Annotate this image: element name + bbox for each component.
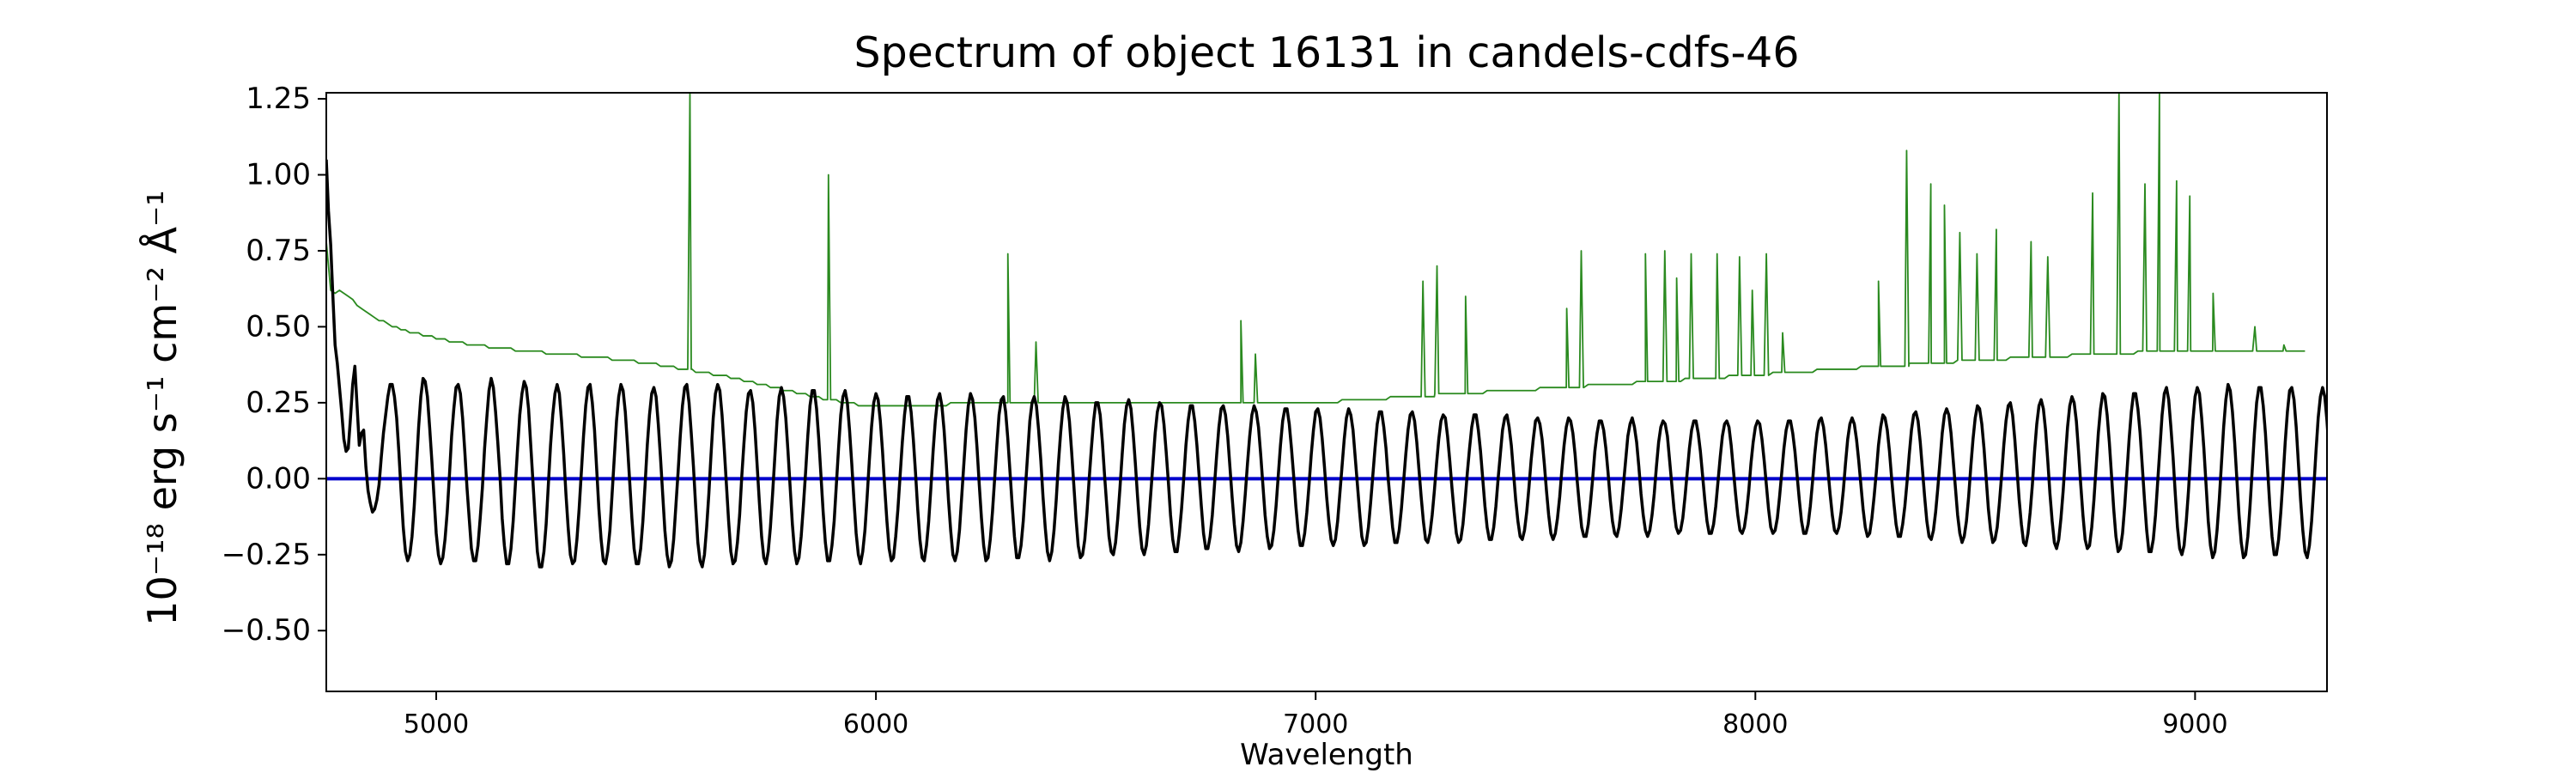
x-axis-label: Wavelength: [1240, 738, 1413, 772]
y-axis-label: 10⁻¹⁸ erg s⁻¹ cm⁻² Å⁻¹: [139, 190, 185, 625]
y-tick-label-6: 1.00: [246, 158, 311, 192]
chart-title: Spectrum of object 16131 in candels-cdfs…: [854, 28, 1799, 77]
x-tick-label-9000: 9000: [2162, 709, 2227, 740]
y-tick-label-7: 1.25: [246, 82, 311, 116]
series-group: [326, 93, 2327, 569]
axes-frame: [325, 92, 2328, 692]
x-tick-label-6000: 6000: [843, 709, 908, 740]
y-tick-label-2: 0.00: [246, 461, 311, 496]
y-tick-label-4: 0.50: [246, 309, 311, 344]
x-tick-label-7000: 7000: [1283, 709, 1348, 740]
y-tick-label-3: 0.25: [246, 386, 311, 420]
plot-area: 5000 6000 7000 8000 9000 −0.50 −0.25 0.00 0.25 0.…: [222, 82, 2328, 740]
model-spectrum-line: [326, 93, 2306, 407]
observed-spectrum-line: [326, 159, 2327, 569]
y-tick-label-1: −0.25: [222, 538, 311, 572]
y-tick-label-0: −0.50: [222, 613, 311, 648]
x-tick-label-5000: 5000: [404, 709, 469, 740]
x-tick-label-8000: 8000: [1722, 709, 1788, 740]
y-tick-label-5: 0.75: [246, 234, 311, 268]
